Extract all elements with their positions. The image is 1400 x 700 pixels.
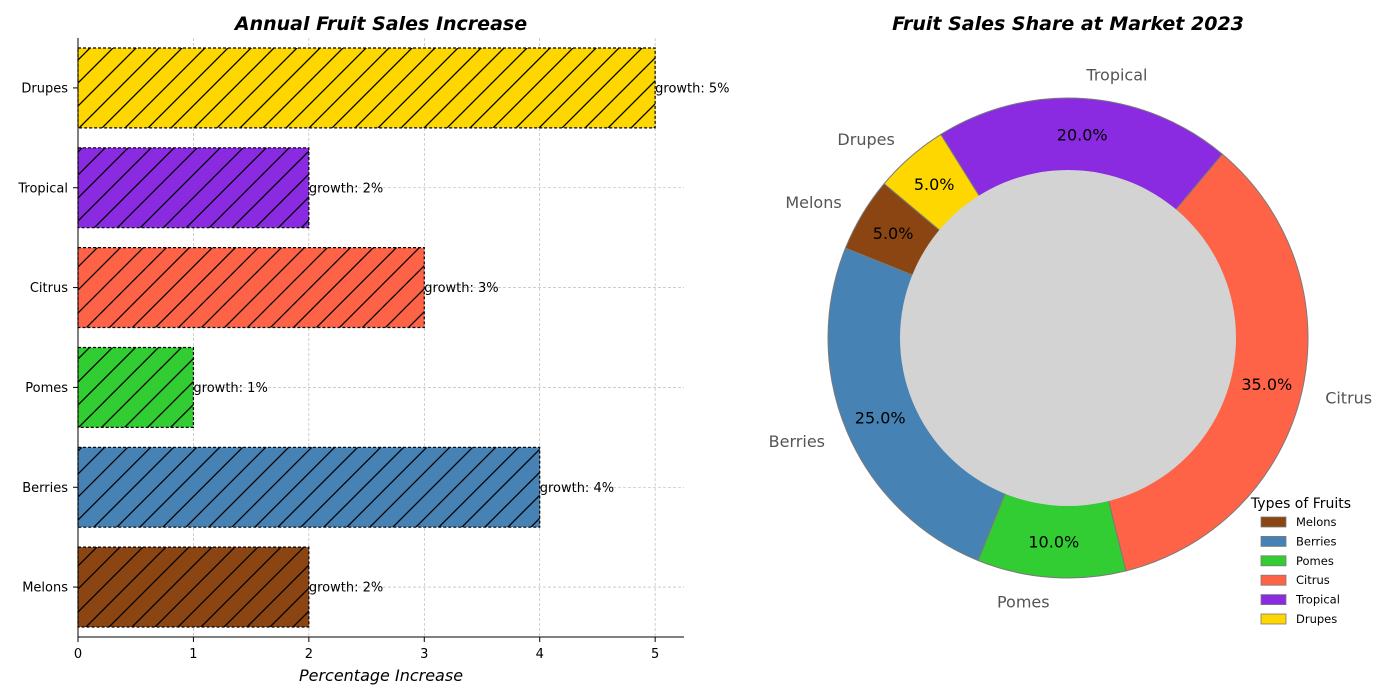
legend-label-citrus: Citrus: [1296, 573, 1330, 587]
donut-chart-center: [900, 170, 1236, 506]
slice-name-citrus: Citrus: [1325, 388, 1372, 407]
bar-chart: Annual Fruit Sales Increase Melons Berrie…: [17, 13, 729, 685]
slice-percentage-melons: 5.0%: [873, 224, 914, 243]
x-tick-label: 5: [651, 647, 659, 662]
legend-swatch-drupes: [1260, 613, 1287, 625]
bar-data-label-pomes: growth: 1%: [193, 381, 267, 396]
bar-chart-axes: [77, 38, 684, 638]
legend-label-pomes: Pomes: [1296, 554, 1334, 568]
y-tick-label-citrus: Citrus: [30, 281, 68, 296]
bar-chart-y-ticks: Melons Berries Pomes Citrus Tropical Drupes: [17, 81, 78, 596]
donut-hole: [900, 170, 1236, 506]
donut-chart: Fruit Sales Share at Market 2023 Melons B…: [769, 13, 1372, 626]
legend-label-drupes: Drupes: [1296, 612, 1337, 626]
y-tick-label-pomes: Pomes: [25, 381, 68, 396]
slice-percentage-pomes: 10.0%: [1028, 533, 1079, 552]
slice-percentage-drupes: 5.0%: [914, 175, 955, 194]
bar-data-label-tropical: growth: 2%: [309, 181, 383, 196]
legend-swatch-berries: [1260, 536, 1287, 547]
bar-hatch-pomes: [78, 347, 194, 428]
legend-label-berries: Berries: [1296, 534, 1336, 548]
bar-hatch-tropical: [78, 147, 309, 228]
donut-chart-slice-names: Melons Berries Pomes Citrus Tropical Drupes: [769, 66, 1372, 612]
donut-chart-legend: Types of Fruits Melons Berries Pomes Citrus…: [1250, 496, 1351, 626]
bar-data-label-drupes: growth: 5%: [655, 81, 729, 96]
legend-swatch-melons: [1260, 516, 1287, 528]
bar-chart-data-labels: growth: 2% growth: 4% growth: 1% growth: 3%…: [193, 81, 729, 595]
y-tick-label-tropical: Tropical: [17, 181, 68, 196]
legend-label-melons: Melons: [1296, 515, 1337, 529]
x-tick-label: 2: [305, 647, 313, 662]
y-tick-label-drupes: Drupes: [21, 81, 68, 96]
slice-name-tropical: Tropical: [1085, 66, 1147, 85]
bar-data-label-melons: growth: 2%: [309, 581, 383, 596]
x-tick-label: 4: [536, 647, 544, 662]
slice-name-pomes: Pomes: [997, 592, 1050, 611]
slice-name-drupes: Drupes: [837, 130, 894, 149]
slice-percentage-citrus: 35.0%: [1241, 375, 1292, 394]
bar-data-label-berries: growth: 4%: [540, 481, 614, 496]
bar-hatch-drupes: [78, 47, 656, 128]
x-tick-label: 0: [74, 647, 82, 662]
x-tick-label: 3: [420, 647, 428, 662]
donut-chart-slice-percentages: 5.0% 25.0% 10.0% 35.0% 20.0% 5.0%: [855, 126, 1292, 552]
slice-name-melons: Melons: [785, 193, 841, 212]
slice-percentage-tropical: 20.0%: [1057, 126, 1108, 145]
donut-chart-title: Fruit Sales Share at Market 2023: [892, 13, 1244, 35]
bar-hatch-citrus: [78, 247, 425, 328]
y-tick-label-berries: Berries: [22, 481, 68, 496]
x-tick-label: 1: [189, 647, 197, 662]
legend-swatch-pomes: [1260, 555, 1287, 567]
bar-hatch-berries: [78, 447, 540, 528]
bar-hatch-melons: [78, 547, 309, 628]
bar-data-label-citrus: growth: 3%: [424, 281, 498, 296]
bar-chart-title: Annual Fruit Sales Increase: [233, 13, 527, 35]
bar-outline-berries: [77, 446, 541, 528]
slice-percentage-berries: 25.0%: [855, 409, 906, 428]
legend-label-tropical: Tropical: [1295, 593, 1340, 607]
legend-title: Types of Fruits: [1250, 496, 1351, 512]
bar-chart-x-axis-label: Percentage Increase: [299, 666, 463, 685]
bar-chart-x-ticks: 0 1 2 3 4 5: [74, 637, 659, 662]
slice-name-berries: Berries: [769, 432, 825, 451]
y-tick-label-melons: Melons: [22, 581, 68, 596]
legend-swatch-tropical: [1260, 594, 1287, 605]
legend-swatch-citrus: [1260, 574, 1287, 586]
bar-outline-drupes: [77, 47, 656, 129]
bar-chart-bars: [77, 47, 656, 628]
